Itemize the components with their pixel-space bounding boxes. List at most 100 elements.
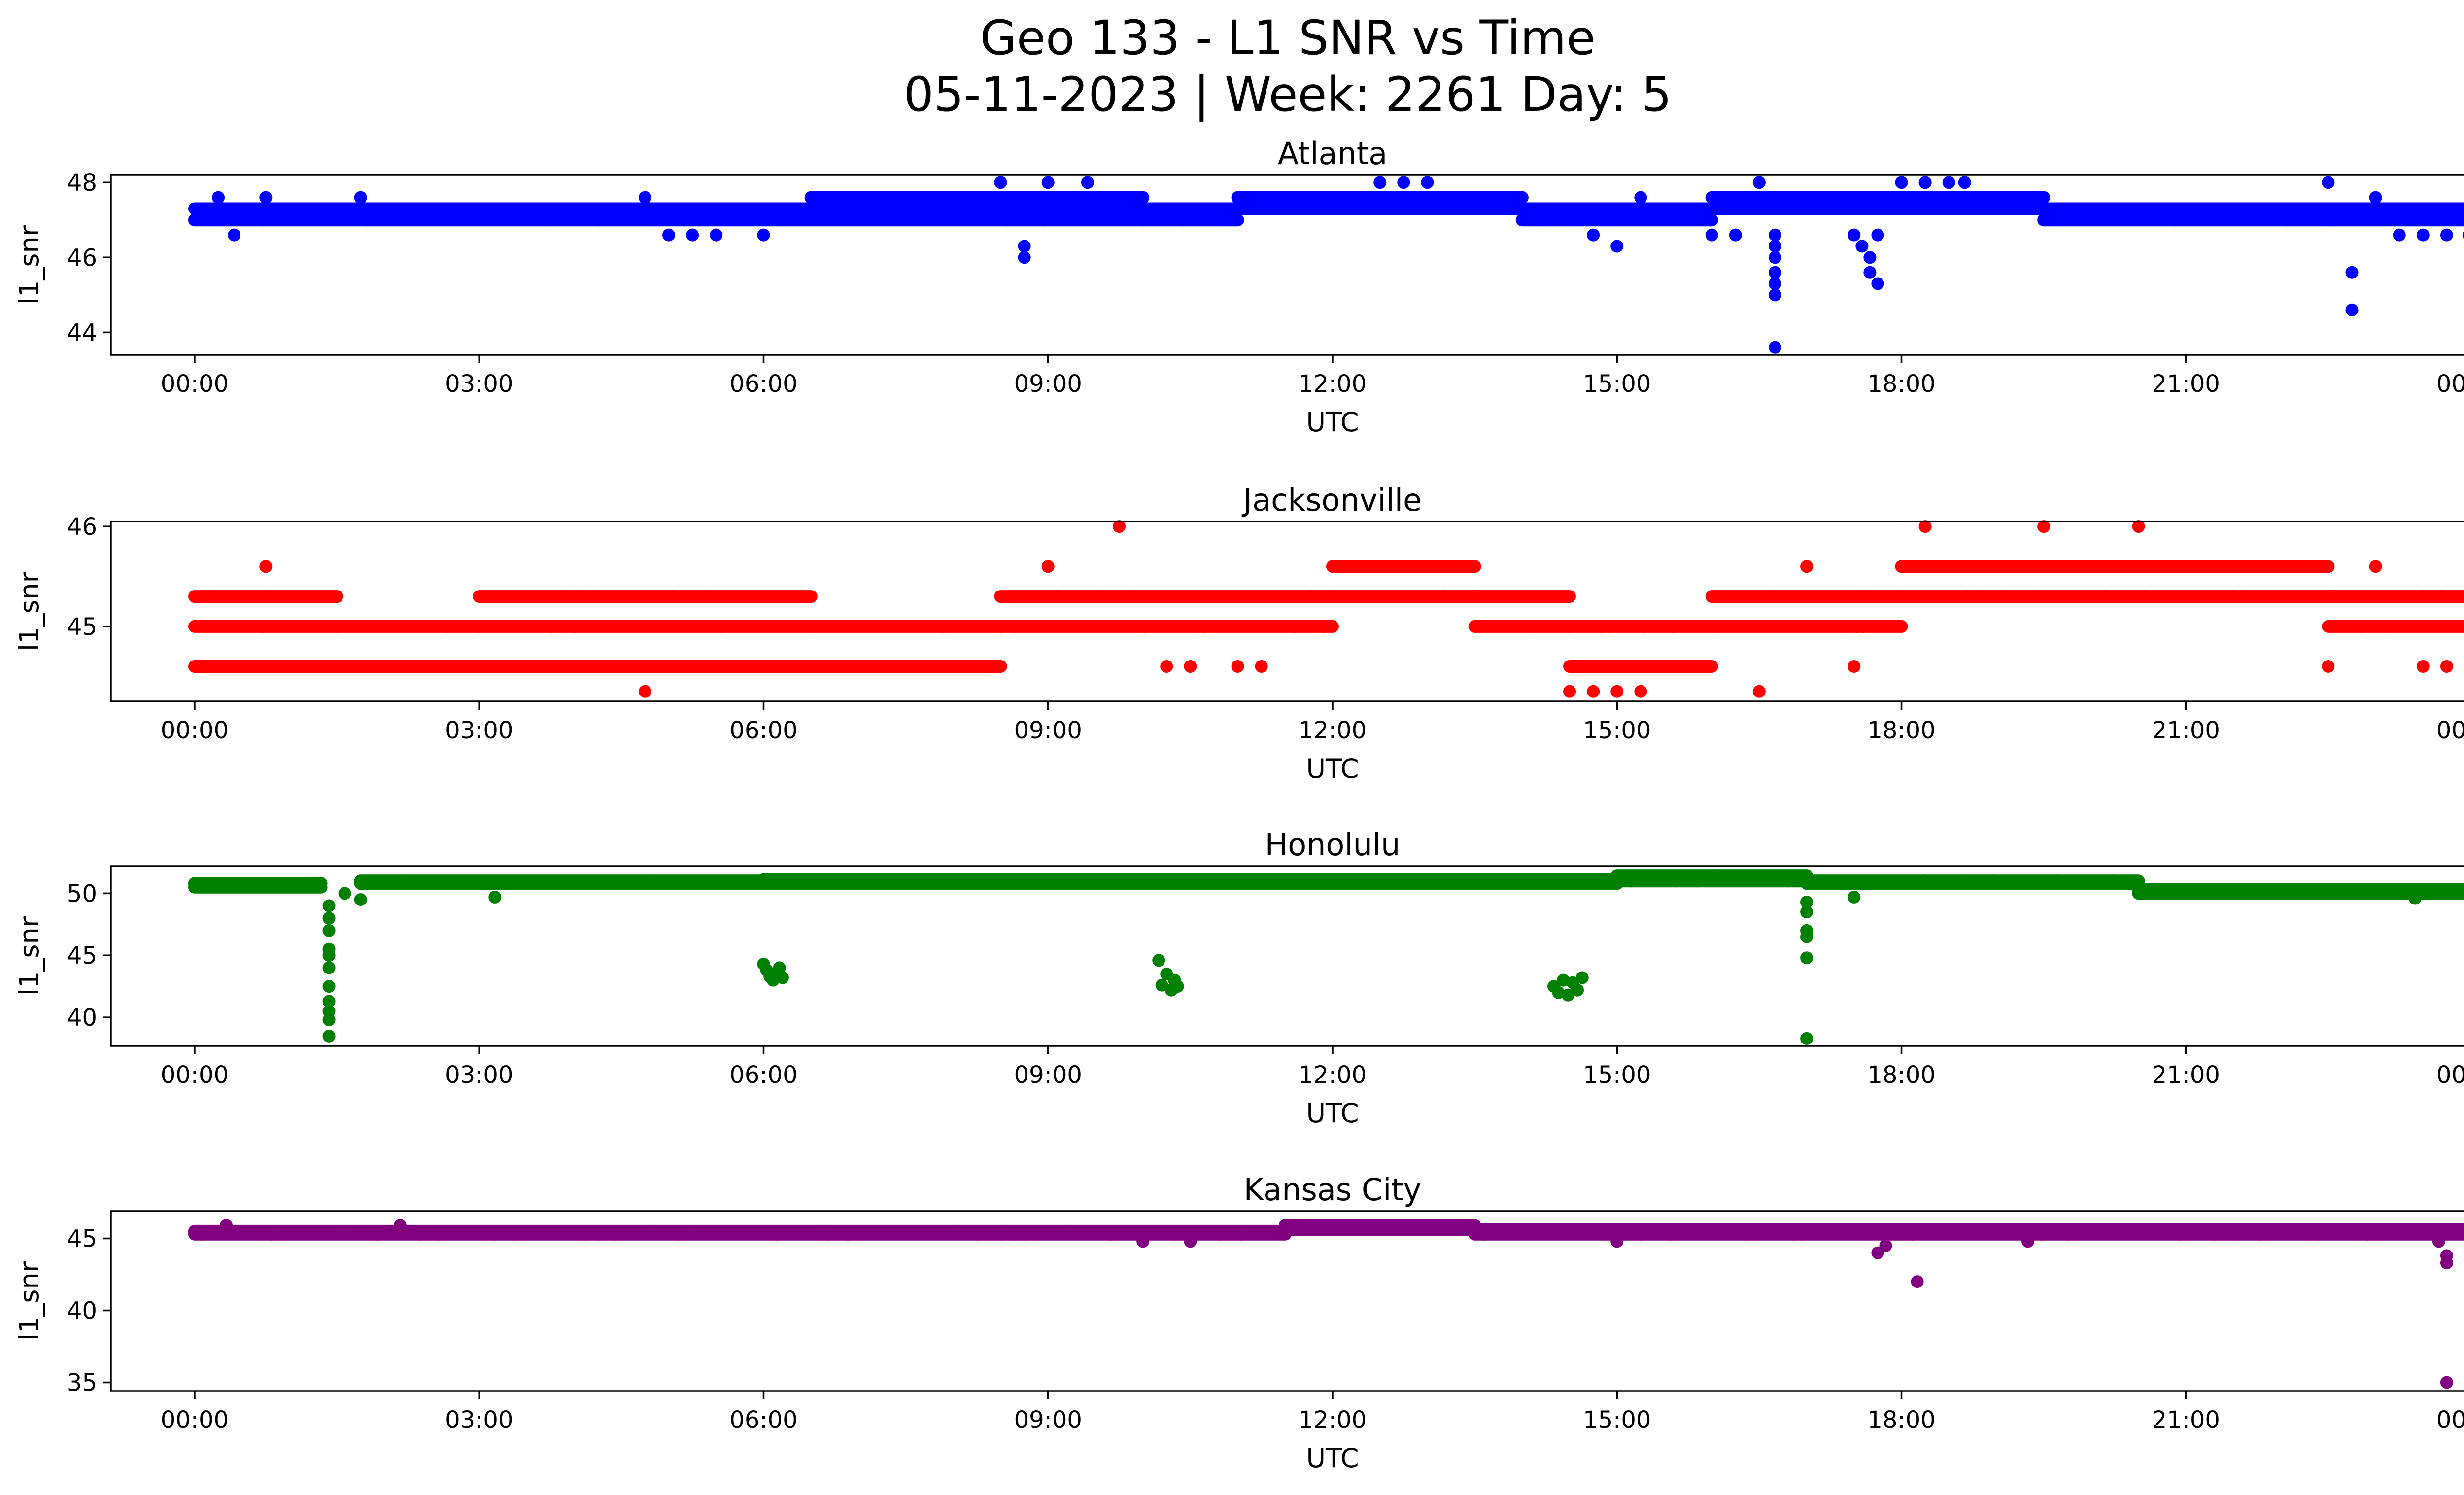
data-point <box>1879 1239 1892 1252</box>
x-tick-label: 03:00 <box>445 717 513 744</box>
data-point <box>2451 887 2464 900</box>
data-point <box>1787 1227 1800 1241</box>
data-point <box>1359 191 1372 204</box>
data-point <box>578 202 591 215</box>
data-point <box>1036 213 1050 227</box>
data-point <box>1638 620 1651 633</box>
data-point <box>2345 266 2359 279</box>
data-point <box>2432 1235 2445 1248</box>
data-point <box>812 1224 825 1238</box>
data-point <box>395 874 409 888</box>
data-point <box>1573 1223 1586 1236</box>
data-point <box>580 1227 593 1241</box>
data-point <box>2021 1235 2035 1248</box>
data-point <box>914 660 927 673</box>
data-point <box>1132 620 1145 633</box>
data-point <box>1587 685 1600 698</box>
data-point <box>1018 251 1031 264</box>
data-point <box>1375 877 1389 890</box>
data-point <box>1041 176 1055 189</box>
data-point <box>1060 1224 1073 1238</box>
data-point <box>754 202 768 215</box>
data-point <box>1691 874 1704 888</box>
data-point <box>2002 560 2016 573</box>
data-point <box>285 213 299 227</box>
data-point <box>2173 1227 2187 1241</box>
data-point <box>1164 213 1177 227</box>
data-point <box>1176 213 1189 227</box>
x-tick-label: 18:00 <box>1867 717 1935 744</box>
data-point <box>710 228 723 242</box>
data-point <box>255 877 268 890</box>
data-point <box>1397 176 1410 189</box>
data-point <box>698 877 711 890</box>
data-point <box>1848 228 1861 242</box>
data-point <box>2329 883 2343 896</box>
data-point <box>545 620 558 633</box>
data-point <box>2142 1223 2155 1236</box>
data-point <box>950 660 963 673</box>
y-tick-label: 40 <box>67 1297 97 1324</box>
data-point <box>317 202 330 215</box>
data-point <box>322 995 336 1008</box>
subplot-3: Kansas City 00:00 03:00 06:00 09:00 12:00 15:0… <box>14 1172 2464 1474</box>
x-tick-label: 00:00 <box>161 370 229 398</box>
data-point <box>294 202 308 215</box>
data-point <box>2369 560 2382 573</box>
data-point <box>1561 988 1574 1002</box>
data-point <box>431 1227 444 1241</box>
data-point <box>662 228 676 242</box>
data-point <box>259 191 273 204</box>
data-point <box>2290 202 2303 215</box>
data-point <box>2369 191 2382 204</box>
data-point <box>847 877 860 890</box>
data-point <box>1895 191 1909 204</box>
data-point <box>803 873 816 886</box>
x-tick-label: 09:00 <box>1014 1061 1082 1089</box>
data-point <box>2132 520 2145 533</box>
data-point <box>417 660 430 673</box>
data-point <box>927 873 940 886</box>
data-point <box>947 213 960 227</box>
data-point <box>1477 877 1491 890</box>
data-point <box>835 877 849 890</box>
data-point <box>1429 873 1442 886</box>
data-point <box>1752 685 1766 698</box>
data-point <box>1855 240 1869 253</box>
data-point <box>2037 520 2051 533</box>
data-point <box>1336 877 1350 890</box>
data-point <box>2146 202 2159 215</box>
subplot-title: Honolulu <box>1265 827 1401 863</box>
data-point <box>1768 288 1781 302</box>
data-point <box>2451 202 2464 215</box>
data-point <box>2261 887 2274 900</box>
data-point <box>1738 1227 1751 1241</box>
data-point <box>1800 905 1814 919</box>
data-point <box>2228 1227 2242 1241</box>
data-point <box>1018 240 1031 253</box>
data-point <box>1752 176 1766 189</box>
data-point <box>2237 887 2250 900</box>
data-point <box>1398 1223 1411 1236</box>
y-tick-label: 45 <box>67 613 97 641</box>
data-point <box>1783 191 1796 204</box>
data-point <box>1986 874 2000 888</box>
x-tick-label: 00:00 <box>2436 1061 2464 1089</box>
data-point <box>360 213 374 227</box>
data-point <box>412 1227 426 1241</box>
data-point <box>1850 620 1864 633</box>
data-point <box>2379 620 2393 633</box>
data-point <box>608 1227 621 1241</box>
data-point <box>334 1224 347 1238</box>
data-point <box>1664 1227 1677 1241</box>
data-point <box>446 213 460 227</box>
subplots: Atlanta 00:00 03:00 06:00 09:00 12:00 15:00 18:… <box>14 136 2464 1474</box>
data-point <box>1152 954 1165 967</box>
data-point <box>1405 191 1419 204</box>
x-tick-label: 00:00 <box>161 1061 229 1089</box>
figure-title-line1: Geo 133 - L1 SNR vs Time <box>980 10 1596 66</box>
data-point <box>1640 1223 1653 1236</box>
subplot-title: Atlanta <box>1278 136 1387 172</box>
data-point <box>2099 590 2112 603</box>
data-point <box>1942 176 1955 189</box>
